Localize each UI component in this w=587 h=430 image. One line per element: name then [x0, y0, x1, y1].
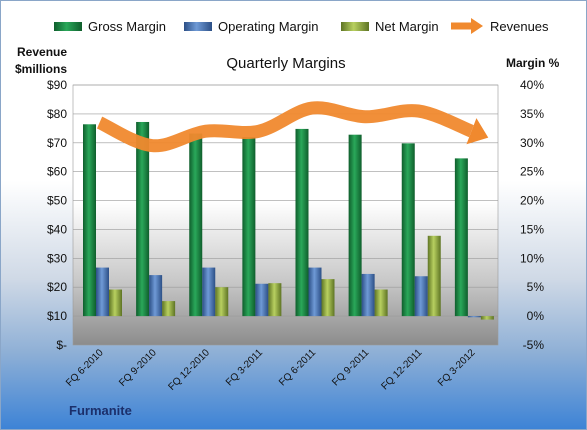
operating-margin-bar: [96, 267, 109, 317]
right-tick-label: 20%: [520, 194, 544, 208]
revenues-line: [96, 101, 474, 153]
right-tick-label: 35%: [520, 107, 544, 121]
left-axis-ticks: $- $10 $20 $30 $40 $50 $60 $70 $80 $90: [47, 78, 67, 352]
operating-margin-bar: [255, 283, 269, 317]
net-margin-bar: [480, 316, 494, 320]
legend: Gross Margin Operating Margin Net Margin…: [54, 18, 549, 34]
category-label: FQ 9-2010: [117, 347, 159, 389]
operating-margin-bar: [361, 273, 375, 317]
left-tick-label: $-: [56, 338, 67, 352]
operating-margin-bar: [414, 276, 428, 317]
left-tick-label: $30: [47, 251, 67, 265]
gross-margin-bar: [136, 121, 150, 317]
right-tick-label: 40%: [520, 78, 544, 92]
gross-margin-bar: [295, 128, 309, 317]
legend-swatch-net-margin: [341, 22, 369, 31]
legend-label-gross-margin: Gross Margin: [88, 19, 166, 34]
net-margin-bar: [162, 301, 176, 317]
net-margin-bar: [374, 289, 388, 317]
right-tick-label: 10%: [520, 251, 544, 265]
category-label: FQ 12-2011: [379, 347, 424, 392]
category-label: FQ 6-2010: [64, 347, 106, 389]
right-tick-label: 0%: [527, 309, 545, 323]
category-label: FQ 3-2011: [224, 347, 265, 388]
category-label: FQ 3-2012: [436, 347, 478, 389]
gross-margin-bar: [242, 137, 256, 317]
legend-swatch-operating-margin: [184, 22, 212, 31]
net-margin-bar: [427, 235, 441, 317]
left-tick-label: $90: [47, 78, 67, 92]
chart-title: Quarterly Margins: [226, 55, 345, 72]
legend-label-net-margin: Net Margin: [375, 19, 439, 34]
right-tick-label: 5%: [527, 280, 545, 294]
operating-margin-bar: [308, 267, 322, 317]
gross-margin-bar: [401, 143, 415, 317]
net-margin-bar: [321, 279, 335, 317]
category-label: FQ 6-2011: [277, 347, 318, 388]
left-axis-title-line2: $millions: [15, 62, 67, 76]
source-label: Furmanite: [69, 403, 132, 418]
legend-label-operating-margin: Operating Margin: [218, 19, 318, 34]
category-labels: FQ 6-2010 FQ 9-2010 FQ 12-2010 FQ 3-2011 FQ …: [64, 347, 478, 393]
right-tick-label: 25%: [520, 165, 544, 179]
net-margin-bar: [268, 283, 282, 317]
bars-layer: [83, 121, 494, 320]
operating-margin-bar: [202, 267, 216, 317]
operating-margin-bar: [149, 275, 163, 317]
revenues-arrowhead: [466, 118, 489, 145]
category-label: FQ 12-2010: [166, 347, 212, 393]
left-tick-label: $60: [47, 165, 67, 179]
right-tick-label: 15%: [520, 222, 544, 236]
gross-margin-bar: [454, 158, 468, 317]
left-tick-label: $10: [47, 309, 67, 323]
right-tick-label: -5%: [523, 338, 545, 352]
left-tick-label: $40: [47, 222, 67, 236]
revenue-line-layer: [96, 101, 489, 153]
gross-margin-bar: [189, 133, 203, 317]
net-margin-bar: [215, 287, 229, 317]
legend-swatch-revenues-arrowhead: [471, 18, 483, 34]
operating-margin-bar: [467, 316, 481, 318]
legend-swatch-gross-margin: [54, 22, 82, 31]
left-tick-label: $50: [47, 194, 67, 208]
gross-margin-bar: [348, 134, 362, 317]
left-tick-label: $70: [47, 136, 67, 150]
left-axis-title-line1: Revenue: [17, 45, 67, 59]
right-axis-title: Margin %: [506, 56, 560, 70]
legend-label-revenues: Revenues: [490, 19, 549, 34]
category-label: FQ 9-2011: [330, 347, 371, 388]
right-axis-ticks: -5% 0% 5% 10% 15% 20% 25% 30% 35% 40%: [520, 78, 544, 352]
gross-margin-bar: [83, 124, 96, 317]
left-tick-label: $20: [47, 280, 67, 294]
right-tick-label: 30%: [520, 136, 544, 150]
net-margin-bar: [109, 289, 122, 317]
left-tick-label: $80: [47, 107, 67, 121]
